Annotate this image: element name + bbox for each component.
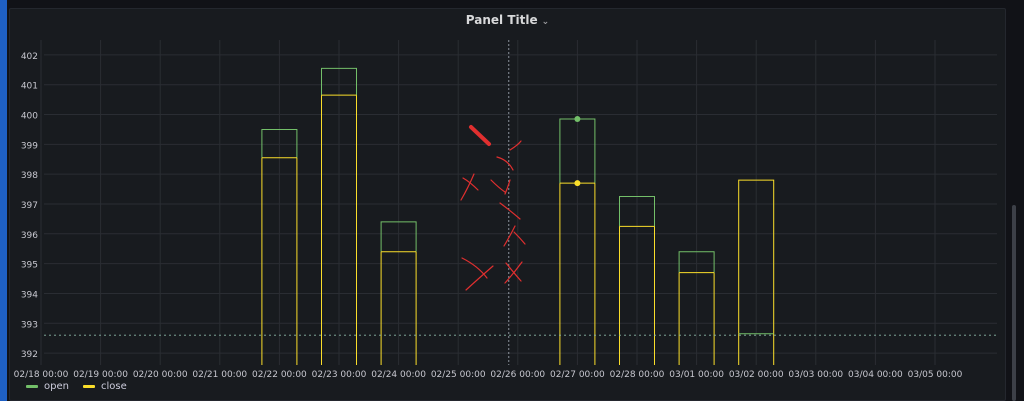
y-tick-label: 392 (21, 350, 38, 360)
x-tick-label: 02/22 00:00 (252, 370, 307, 380)
x-tick-label: 02/28 00:00 (610, 370, 665, 380)
bar-top-segment (261, 128, 298, 158)
y-tick-label: 394 (21, 290, 38, 300)
bar-top-segment (619, 196, 655, 227)
x-tick-label: 02/21 00:00 (192, 370, 247, 380)
y-tick-label: 396 (21, 231, 38, 241)
legend-label-close: close (100, 381, 127, 392)
scrollbar[interactable] (1012, 205, 1016, 401)
scribble-stroke (509, 140, 522, 151)
red-scribble-annotation (460, 125, 526, 291)
bars (261, 67, 775, 365)
scribble-stroke (496, 156, 514, 171)
panel-title[interactable]: Panel Title ⌄ (10, 13, 1005, 27)
dashboard-accent-bar (0, 0, 7, 401)
scribble-stroke (462, 177, 479, 191)
bar-top-segment (380, 221, 417, 252)
legend-item-close[interactable]: close (82, 381, 127, 392)
y-tick-label: 395 (21, 261, 38, 271)
hover-point-open (574, 116, 581, 123)
legend-swatch-close (82, 385, 95, 388)
x-tick-label: 02/24 00:00 (371, 370, 426, 380)
panel-title-text: Panel Title (465, 13, 538, 27)
x-axis: 02/18 00:00 02/19 00:00 02/20 00:00 02/21 0… (14, 370, 963, 380)
grid-lines (40, 40, 997, 365)
scribble-stroke (513, 231, 526, 245)
x-tick-label: 02/23 00:00 (312, 370, 367, 380)
scribble-stroke (504, 179, 511, 195)
bar-bottom-segment (261, 157, 298, 365)
bar-bottom-segment (619, 226, 655, 365)
bar-bottom-segment (380, 251, 417, 365)
bar-top-segment (321, 67, 357, 96)
y-tick-label: 393 (21, 320, 38, 330)
legend-item-open[interactable]: open (26, 381, 69, 392)
x-tick-label: 02/26 00:00 (490, 370, 545, 380)
bar-top-segment (738, 179, 775, 334)
scribble-stroke (461, 257, 488, 279)
y-tick-label: 400 (21, 112, 38, 122)
legend: open close (26, 381, 127, 392)
scribble-stroke (460, 173, 475, 201)
y-tick-label: 397 (21, 201, 38, 211)
x-tick-label: 03/01 00:00 (669, 370, 724, 380)
scribble-stroke (469, 125, 491, 146)
scribble-stroke (503, 225, 516, 247)
legend-swatch-open (26, 385, 38, 388)
bar-bottom-segment (321, 95, 357, 365)
y-tick-label: 402 (21, 52, 38, 62)
x-tick-label: 02/19 00:00 (73, 370, 128, 380)
x-tick-label: 02/18 00:00 (14, 370, 69, 380)
x-tick-label: 02/20 00:00 (133, 370, 188, 380)
y-tick-label: 401 (21, 82, 38, 92)
scribble-stroke (504, 261, 523, 284)
x-tick-label: 03/02 00:00 (729, 370, 784, 380)
x-tick-label: 03/04 00:00 (848, 370, 903, 380)
x-tick-label: 03/03 00:00 (788, 370, 843, 380)
scribble-stroke (465, 265, 494, 291)
bar-top-segment (678, 251, 715, 273)
x-tick-label: 02/25 00:00 (431, 370, 486, 380)
y-tick-label: 398 (21, 171, 38, 181)
x-tick-label: 02/27 00:00 (550, 370, 605, 380)
scribble-stroke (490, 179, 506, 193)
bar-bottom-segment (678, 272, 715, 365)
hover-point-close (574, 180, 581, 187)
chevron-down-icon[interactable]: ⌄ (541, 17, 550, 27)
bar-bottom-segment (738, 333, 775, 365)
y-axis: 392 393 394 395 396 397 398 399 400 401 402 (21, 52, 38, 360)
overlay (44, 40, 997, 365)
y-tick-label: 399 (21, 141, 38, 151)
scribble-stroke (499, 202, 521, 220)
bar-bottom-segment (559, 183, 596, 365)
legend-label-open: open (44, 381, 69, 392)
x-tick-label: 03/05 00:00 (908, 370, 963, 380)
